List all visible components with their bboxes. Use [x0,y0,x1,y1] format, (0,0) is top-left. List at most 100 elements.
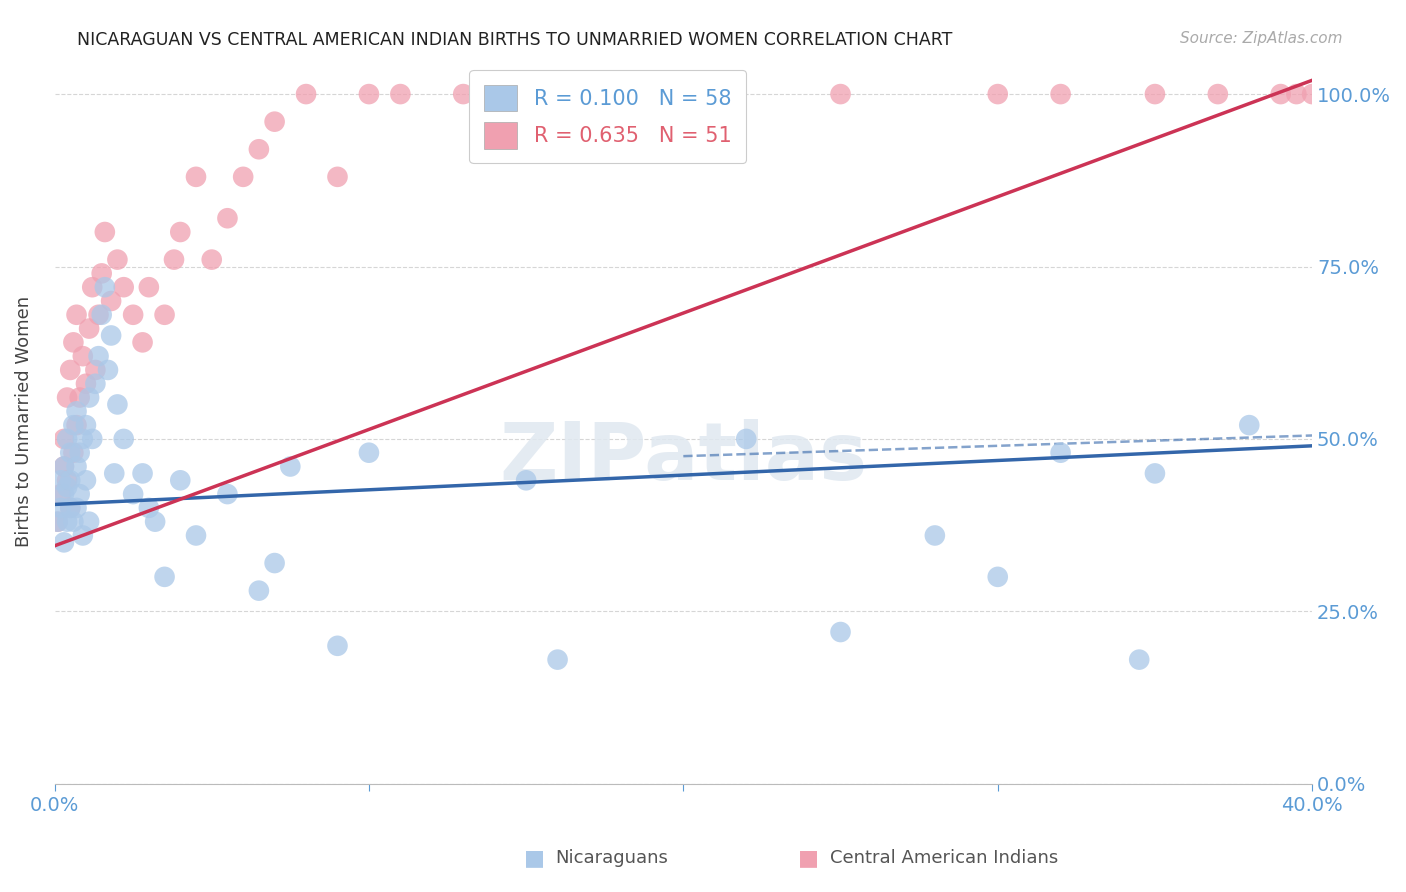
Point [247,583,270,598]
Point [830,87,852,101]
Point [263,114,285,128]
Point [59,446,82,460]
Point [987,570,1010,584]
Point [1239,418,1261,433]
Point [49,473,72,487]
Point [112,432,135,446]
Legend: R = 0.100   N = 58, R = 0.635   N = 51: R = 0.100 N = 58, R = 0.635 N = 51 [470,70,747,163]
Point [69,391,91,405]
Text: NICARAGUAN VS CENTRAL AMERICAN INDIAN BIRTHS TO UNMARRIED WOMEN CORRELATION CHAR: NICARAGUAN VS CENTRAL AMERICAN INDIAN BI… [77,31,953,49]
Point [830,625,852,640]
Point [84,376,107,391]
Point [77,391,100,405]
Point [90,266,112,280]
Point [97,363,120,377]
Point [451,87,474,101]
Text: Nicaraguans: Nicaraguans [555,849,668,867]
Point [138,500,160,515]
Point [52,459,75,474]
Point [72,528,94,542]
Text: ZIPatlas: ZIPatlas [499,419,868,497]
Point [515,473,537,487]
Point [49,500,72,515]
Point [46,515,69,529]
Point [52,459,75,474]
Point [138,280,160,294]
Point [72,432,94,446]
Point [62,515,84,529]
Point [65,418,87,433]
Point [357,446,380,460]
Point [357,87,380,101]
Point [107,397,129,411]
Point [77,515,100,529]
Point [94,225,117,239]
Point [87,308,110,322]
Point [82,432,104,446]
Point [131,335,153,350]
Point [1301,87,1323,101]
Point [56,432,79,446]
Point [69,487,91,501]
Point [59,500,82,515]
Point [131,467,153,481]
Point [169,225,191,239]
Point [56,391,79,405]
Point [278,459,301,474]
Point [295,87,318,101]
Point [143,515,166,529]
Point [100,328,122,343]
Point [65,459,87,474]
Point [82,280,104,294]
Point [1049,87,1071,101]
Point [547,652,569,666]
Point [987,87,1010,101]
Point [735,432,758,446]
Point [1206,87,1229,101]
Point [65,404,87,418]
Point [1128,652,1150,666]
Point [62,418,84,433]
Point [65,500,87,515]
Point [75,473,97,487]
Point [217,211,239,226]
Point [184,169,207,184]
Point [1285,87,1308,101]
Point [77,321,100,335]
Point [1049,446,1071,460]
Point [672,87,695,101]
Point [1270,87,1292,101]
Point [107,252,129,267]
Point [69,446,91,460]
Point [247,142,270,156]
Point [62,335,84,350]
Point [326,639,349,653]
Point [1143,87,1166,101]
Point [56,515,79,529]
Point [326,169,349,184]
Point [389,87,412,101]
Point [59,500,82,515]
Text: ■: ■ [799,848,818,868]
Point [201,252,224,267]
Point [122,487,145,501]
Point [94,280,117,294]
Text: Source: ZipAtlas.com: Source: ZipAtlas.com [1180,31,1343,46]
Point [1143,467,1166,481]
Point [84,363,107,377]
Point [263,556,285,570]
Point [62,446,84,460]
Point [59,363,82,377]
Point [232,169,254,184]
Point [75,418,97,433]
Point [52,487,75,501]
Point [112,280,135,294]
Point [163,252,186,267]
Point [52,535,75,549]
Point [100,293,122,308]
Point [59,473,82,487]
Point [49,487,72,501]
Point [56,480,79,494]
Point [46,515,69,529]
Point [924,528,946,542]
